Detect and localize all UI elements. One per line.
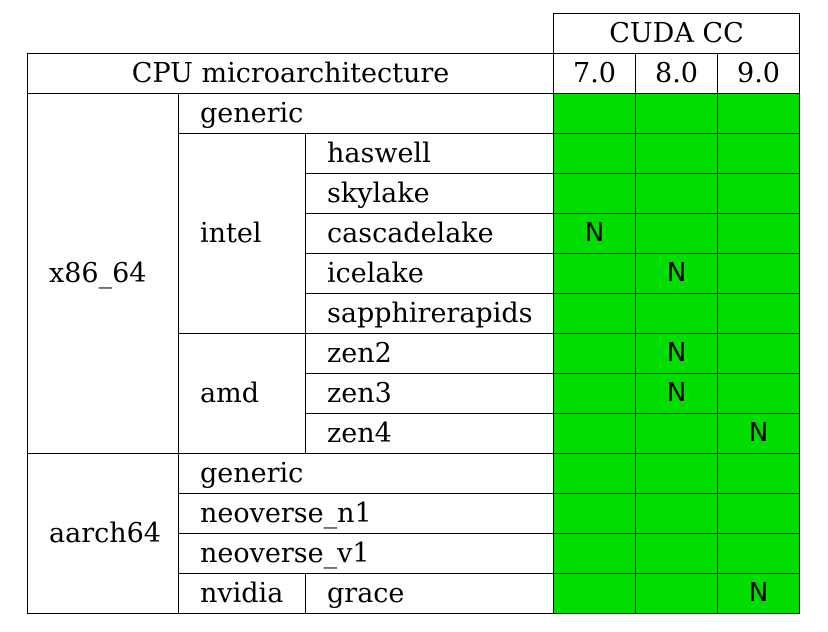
- microarch-cell: generic: [178, 93, 554, 134]
- table-row: zen3 N: [28, 373, 800, 414]
- status-cell: [553, 493, 636, 534]
- table-row: amd zen2 N: [28, 333, 800, 454]
- status-cell: [635, 413, 718, 454]
- table-row: zen4 N: [28, 413, 800, 454]
- status-cell: [717, 453, 800, 494]
- status-cell: [717, 133, 800, 174]
- arch-cell-aarch64: aarch64: [27, 453, 179, 614]
- status-cell: N: [717, 413, 800, 454]
- table-row: neoverse_v1: [28, 533, 800, 574]
- cpu-cuda-compatibility-table: CUDA CC CPU microarchitecture 7.0 8.0 9.…: [27, 13, 800, 614]
- status-cell: [717, 173, 800, 214]
- header-blank-cell: [28, 14, 554, 54]
- status-cell: [717, 213, 800, 254]
- cc-version-header: 7.0: [553, 53, 636, 94]
- microarch-cell: generic: [178, 453, 554, 494]
- status-cell: [553, 93, 636, 134]
- microarch-cell: skylake: [305, 173, 554, 214]
- status-cell: [717, 253, 800, 294]
- status-cell: [635, 533, 718, 574]
- microarch-cell: zen4: [305, 413, 554, 454]
- header-row-top: CUDA CC: [28, 13, 800, 54]
- arch-cell-x86-64: x86_64: [27, 93, 179, 454]
- cpu-microarchitecture-header: CPU microarchitecture: [27, 53, 554, 94]
- status-cell: N: [717, 573, 800, 614]
- cuda-cc-header: CUDA CC: [553, 13, 800, 54]
- status-cell: [553, 413, 636, 454]
- status-cell: N: [635, 333, 718, 374]
- table-row: neoverse_n1: [28, 493, 800, 534]
- cc-version-header: 8.0: [635, 53, 718, 94]
- status-cell: [553, 573, 636, 614]
- status-cell: [635, 213, 718, 254]
- header-row-bottom: CPU microarchitecture 7.0 8.0 9.0: [27, 53, 800, 94]
- status-cell: [553, 173, 636, 214]
- status-cell: N: [553, 213, 636, 254]
- status-cell: [553, 373, 636, 414]
- microarch-cell: sapphirerapids: [305, 293, 554, 334]
- table-row: x86_64 generic: [27, 93, 800, 454]
- table-row: nvidia grace N: [28, 573, 800, 614]
- status-cell: [635, 453, 718, 494]
- vendor-cell-intel: intel: [178, 133, 306, 334]
- microarch-cell: icelake: [305, 253, 554, 294]
- microarch-cell: zen3: [305, 373, 554, 414]
- table-row: sapphirerapids: [28, 293, 800, 334]
- status-cell: [553, 453, 636, 494]
- status-cell: [635, 573, 718, 614]
- microarch-cell: cascadelake: [305, 213, 554, 254]
- status-cell: N: [635, 373, 718, 414]
- status-cell: [717, 93, 800, 134]
- microarch-cell: haswell: [305, 133, 554, 174]
- cc-version-header: 9.0: [717, 53, 800, 94]
- microarch-cell: neoverse_v1: [178, 533, 554, 574]
- status-cell: [635, 293, 718, 334]
- status-cell: [717, 333, 800, 374]
- table-row: cascadelake N: [28, 213, 800, 254]
- status-cell: [635, 493, 718, 534]
- table-row: intel haswell: [28, 133, 800, 334]
- status-cell: [635, 133, 718, 174]
- status-cell: [553, 293, 636, 334]
- table-row: skylake: [28, 173, 800, 214]
- status-cell: [717, 293, 800, 334]
- microarch-cell: neoverse_n1: [178, 493, 554, 534]
- status-cell: [717, 493, 800, 534]
- status-cell: [553, 133, 636, 174]
- status-cell: N: [635, 253, 718, 294]
- table-row: icelake N: [28, 253, 800, 294]
- microarch-cell: grace: [305, 573, 554, 614]
- status-cell: [717, 373, 800, 414]
- status-cell: [635, 173, 718, 214]
- vendor-cell-amd: amd: [178, 333, 306, 454]
- table-row: aarch64 generic: [27, 453, 800, 614]
- status-cell: [553, 253, 636, 294]
- status-cell: [717, 533, 800, 574]
- status-cell: [635, 93, 718, 134]
- status-cell: [553, 533, 636, 574]
- status-cell: [553, 333, 636, 374]
- microarch-cell: zen2: [305, 333, 554, 374]
- vendor-cell-nvidia: nvidia: [178, 573, 306, 614]
